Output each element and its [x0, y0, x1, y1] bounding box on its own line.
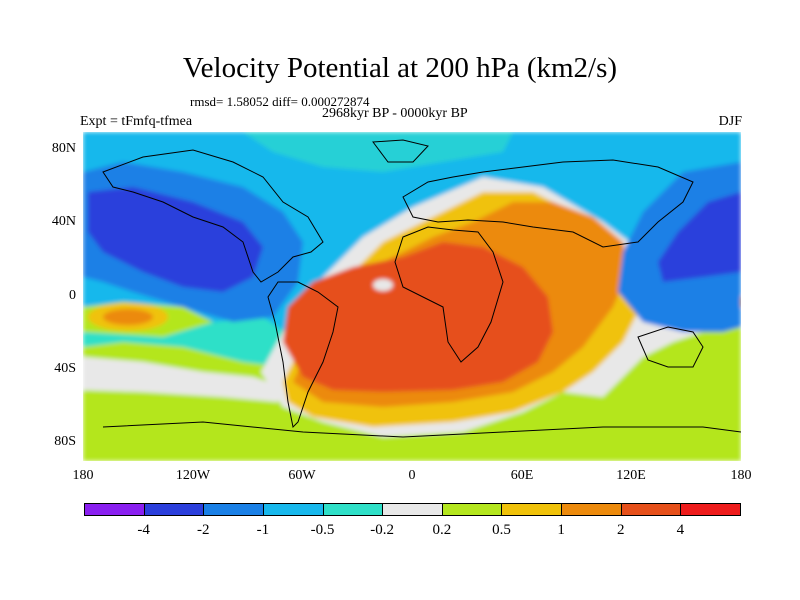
lat-tick-label: 40S	[54, 361, 76, 376]
colorbar-box	[382, 503, 443, 516]
colorbar-box	[322, 503, 384, 516]
colorbar-box	[143, 503, 205, 516]
colorbar-tick-label: 2	[616, 522, 625, 538]
contour-fill	[83, 132, 741, 461]
colorbar-box	[680, 503, 741, 516]
lon-tick-label: 180	[72, 468, 94, 483]
lat-tick-label: 40N	[51, 214, 76, 229]
colorbar-tick-label: -1	[256, 522, 270, 538]
colorbar	[84, 503, 741, 516]
lon-tick-label: 180	[730, 468, 752, 483]
lon-tick-label: 60E	[510, 468, 534, 483]
lon-tick-label: 0	[408, 468, 416, 483]
period-text: 2968kyr BP - 0000kyr BP	[322, 106, 468, 121]
season-label: DJF	[718, 114, 742, 129]
lat-tick-label: 0	[69, 288, 76, 303]
lat-tick-label: 80S	[54, 434, 76, 449]
colorbar-tick-label: -0.2	[370, 522, 395, 538]
colorbar-tick-label: 4	[676, 522, 685, 538]
lat-tick-label: 80N	[51, 141, 76, 156]
lon-tick-label: 60W	[288, 468, 316, 483]
lon-tick-label: 120W	[175, 468, 211, 483]
coastlines	[102, 139, 741, 438]
experiment-label: Expt = tFmfq-tfmea	[80, 114, 193, 129]
colorbar-tick-label: 0.2	[432, 522, 452, 538]
colorbar-box	[441, 503, 503, 516]
lon-tick-label: 120E	[616, 468, 646, 483]
chart-title: Velocity Potential at 200 hPa (km2/s)	[182, 52, 618, 84]
colorbar-box	[501, 503, 563, 516]
map-plot	[83, 132, 741, 461]
colorbar-box	[620, 503, 682, 516]
stats-text: rmsd= 1.58052 diff= 0.000272874	[190, 94, 370, 109]
colorbar-tick-label: 0.5	[492, 522, 511, 538]
colorbar-tick-label: -2	[197, 522, 210, 538]
colorbar-box	[561, 503, 622, 516]
colorbar-box	[262, 503, 324, 516]
colorbar-tick-label: 1	[557, 522, 565, 538]
colorbar-tick-label: -0.5	[310, 522, 335, 538]
colorbar-box	[203, 503, 264, 516]
velocity-potential-map	[83, 132, 741, 461]
colorbar-tick-label: -4	[137, 522, 150, 538]
colorbar-box	[84, 503, 145, 516]
